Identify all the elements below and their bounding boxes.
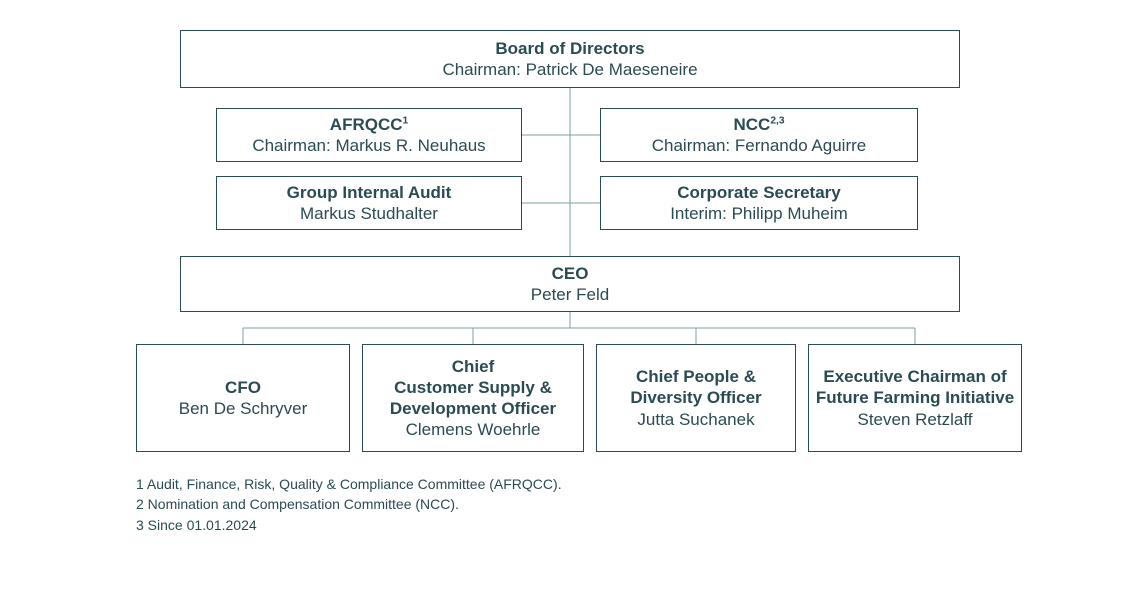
node-ncc-title-text: NCC [733, 115, 770, 134]
node-ecffi-title: Executive Chairman of Future Farming Ini… [815, 366, 1015, 409]
node-cfo-sub: Ben De Schryver [179, 398, 308, 419]
footnotes: 1 Audit, Finance, Risk, Quality & Compli… [136, 474, 562, 535]
node-ccsdo-title: ChiefCustomer Supply & Development Offic… [369, 356, 577, 420]
node-audit-sub: Markus Studhalter [300, 203, 438, 224]
node-secretary-sub: Interim: Philipp Muheim [670, 203, 848, 224]
node-ccsdo-sub: Clemens Woehrle [406, 419, 541, 440]
node-board: Board of Directors Chairman: Patrick De … [180, 30, 960, 88]
footnote-2: 2 Nomination and Compensation Committee … [136, 494, 562, 514]
node-afrqcc-title-text: AFRQCC [330, 115, 403, 134]
node-cpdo-title: Chief People & Diversity Officer [603, 366, 789, 409]
node-ceo: CEO Peter Feld [180, 256, 960, 312]
node-audit: Group Internal Audit Markus Studhalter [216, 176, 522, 230]
node-cpdo: Chief People & Diversity Officer Jutta S… [596, 344, 796, 452]
node-afrqcc: AFRQCC1 Chairman: Markus R. Neuhaus [216, 108, 522, 162]
node-cpdo-sub: Jutta Suchanek [637, 409, 754, 430]
node-ccsdo: ChiefCustomer Supply & Development Offic… [362, 344, 584, 452]
node-ecffi-sub: Steven Retzlaff [858, 409, 973, 430]
node-afrqcc-sub: Chairman: Markus R. Neuhaus [252, 135, 485, 156]
node-audit-title: Group Internal Audit [287, 182, 452, 203]
node-board-title: Board of Directors [495, 38, 644, 59]
node-ncc-sub: Chairman: Fernando Aguirre [652, 135, 867, 156]
node-secretary: Corporate Secretary Interim: Philipp Muh… [600, 176, 918, 230]
node-cfo: CFO Ben De Schryver [136, 344, 350, 452]
node-board-sub: Chairman: Patrick De Maeseneire [442, 59, 697, 80]
node-ceo-sub: Peter Feld [531, 284, 609, 305]
node-ncc-title: NCC2,3 [733, 114, 784, 135]
node-secretary-title: Corporate Secretary [677, 182, 840, 203]
org-chart: Board of Directors Chairman: Patrick De … [0, 0, 1140, 597]
node-cfo-title: CFO [225, 377, 261, 398]
node-ceo-title: CEO [552, 263, 589, 284]
footnote-1: 1 Audit, Finance, Risk, Quality & Compli… [136, 474, 562, 494]
node-ncc: NCC2,3 Chairman: Fernando Aguirre [600, 108, 918, 162]
node-afrqcc-title: AFRQCC1 [330, 114, 408, 135]
footnote-3: 3 Since 01.01.2024 [136, 515, 562, 535]
node-afrqcc-sup: 1 [403, 115, 409, 126]
node-ecffi: Executive Chairman of Future Farming Ini… [808, 344, 1022, 452]
node-ncc-sup: 2,3 [770, 115, 784, 126]
